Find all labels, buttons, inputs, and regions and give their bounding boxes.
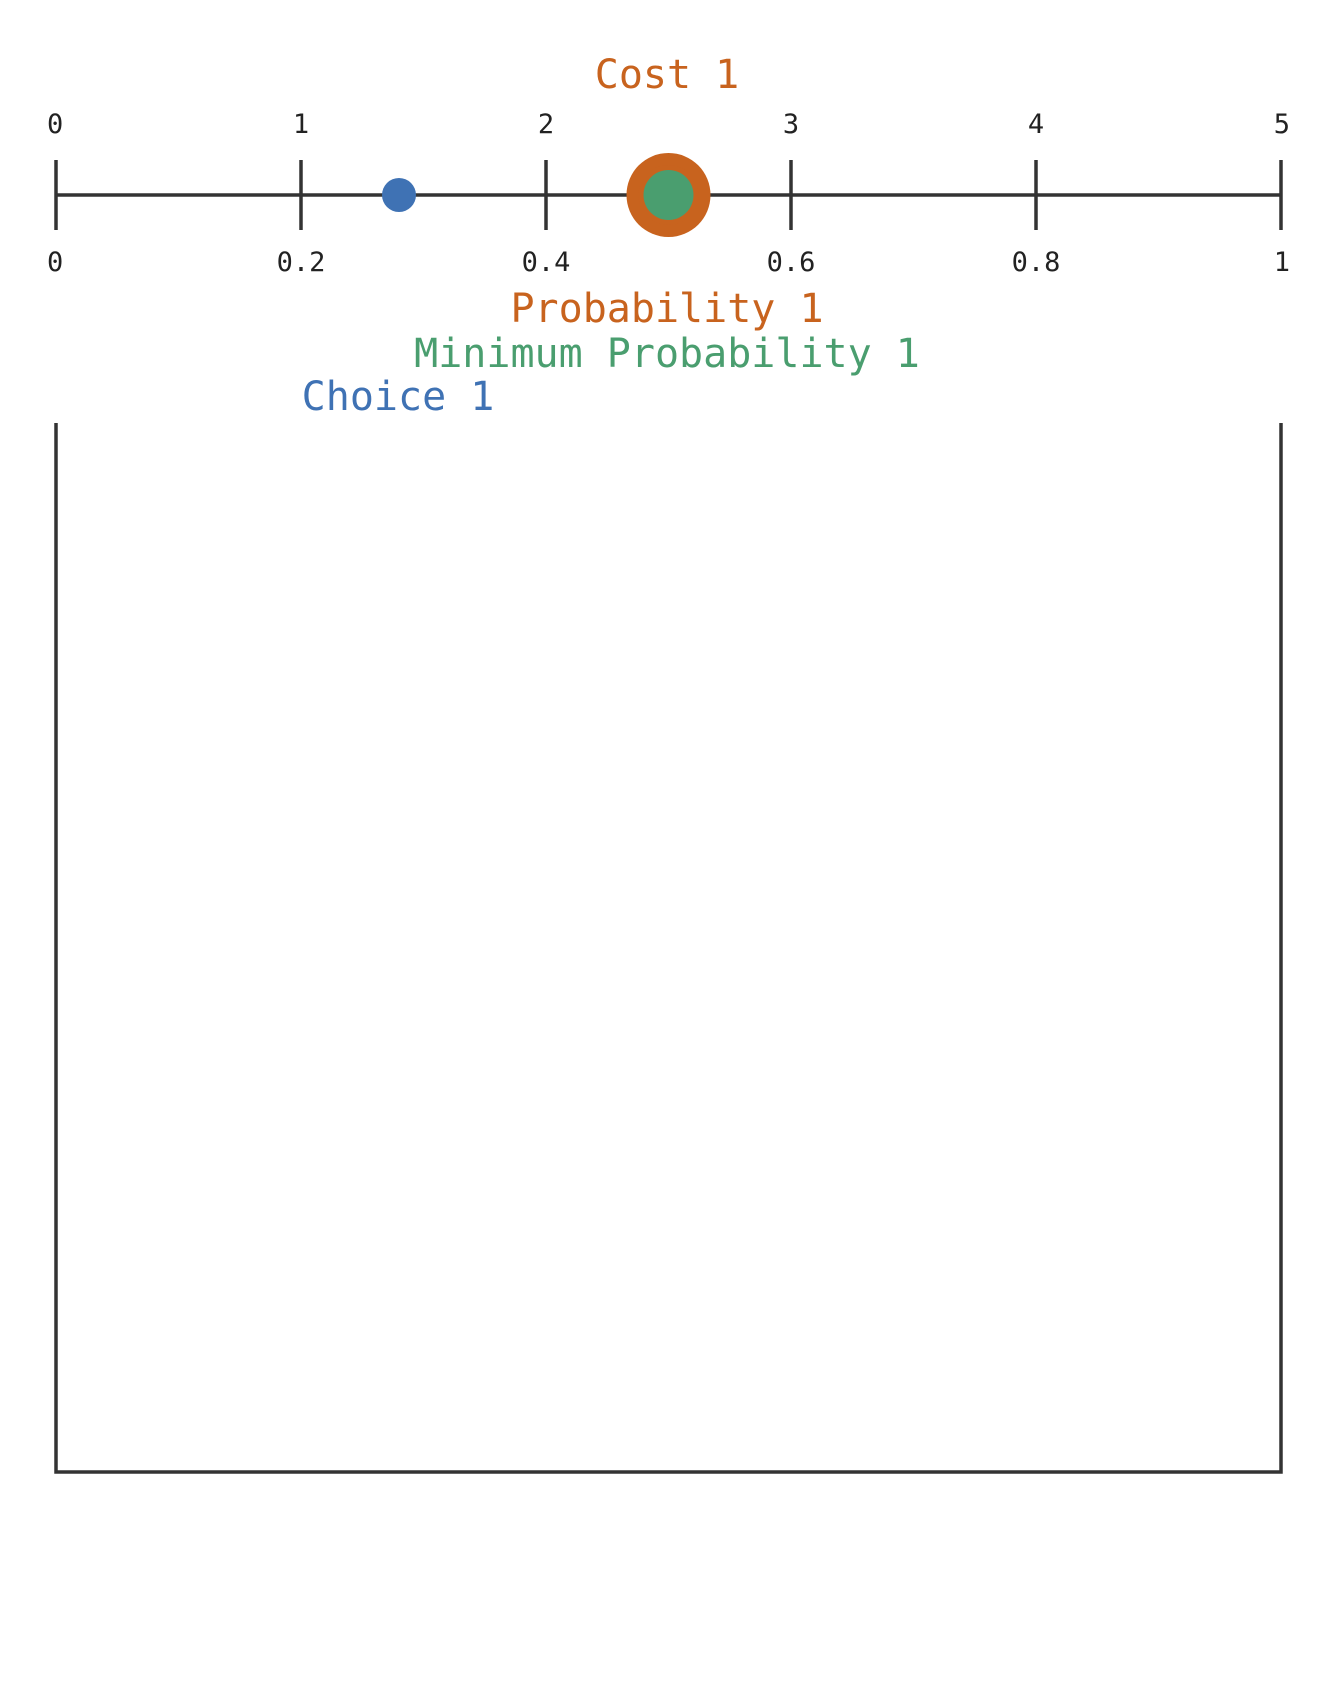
bottom-axis-tick-label: 0.4 <box>522 247 571 278</box>
bottom-axis-tick-label: 0.6 <box>767 247 816 278</box>
axis-ticks <box>54 160 1283 230</box>
top-axis-tick-label: 5 <box>1274 109 1290 140</box>
top-axis-tick-label: 4 <box>1028 109 1044 140</box>
cost-label: Cost 1 <box>595 52 740 98</box>
probability-label: Probability 1 <box>510 286 823 332</box>
minimum-probability-label: Minimum Probability 1 <box>414 331 920 377</box>
choice-marker <box>382 178 416 212</box>
minimum-probability-marker <box>643 170 694 220</box>
bottom-axis-tick-label: 0.8 <box>1012 247 1061 278</box>
bottom-axis-tick-label: 1 <box>1274 247 1290 278</box>
markers <box>382 153 711 237</box>
bottom-axis-tick-label: 0.2 <box>277 247 326 278</box>
bottom-axis-tick-label: 0 <box>47 247 63 278</box>
bottom-axis-tick-labels: 0 0.2 0.4 0.6 0.8 1 <box>47 247 1290 278</box>
plot-frame <box>54 423 1283 1474</box>
top-axis-tick-label: 3 <box>783 109 799 140</box>
top-axis-tick-labels: 0 1 2 3 4 5 <box>47 109 1290 140</box>
top-axis-tick-label: 2 <box>538 109 554 140</box>
top-axis-tick-label: 1 <box>293 109 309 140</box>
top-axis-tick-label: 0 <box>47 109 63 140</box>
choice-label: Choice 1 <box>302 374 495 420</box>
